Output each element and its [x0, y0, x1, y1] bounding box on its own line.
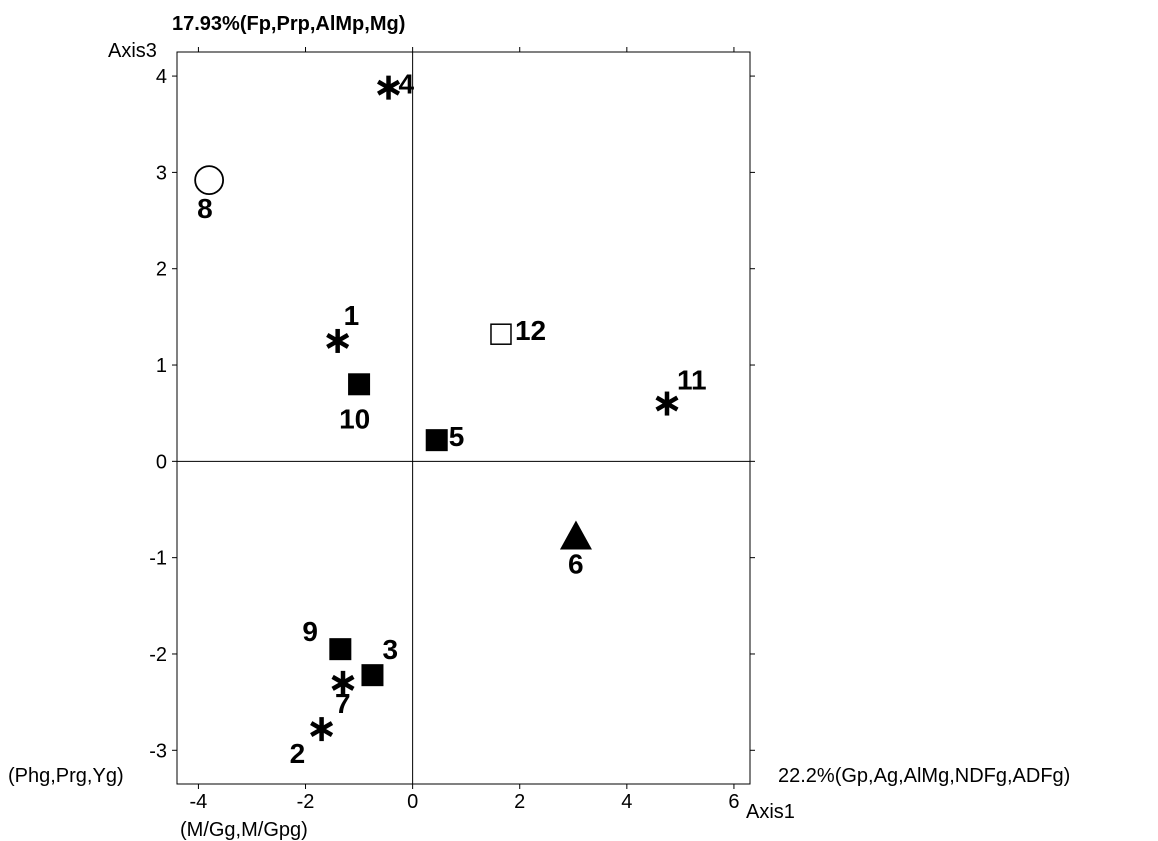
y-tick-label: -3	[149, 740, 167, 762]
points-layer	[194, 75, 679, 742]
x-tick-label: 0	[407, 791, 418, 813]
y-tick-label: 1	[156, 355, 167, 377]
x-tick-label: -2	[297, 791, 315, 813]
open-square-marker	[490, 323, 512, 345]
axes-layer	[177, 52, 750, 784]
y-tick-label: 2	[156, 259, 167, 281]
point-label: 8	[197, 193, 213, 224]
chart-title: 17.93%(Fp,Prp,AlMp,Mg)	[172, 13, 405, 35]
y-axis-negative-label: (M/Gg,M/Gpg)	[180, 819, 308, 841]
y-tick-label: 4	[156, 66, 167, 88]
x-axis-label: Axis1	[746, 801, 795, 823]
plot-frame	[176, 51, 751, 785]
open-circle-marker	[194, 165, 225, 196]
y-tick-label: 3	[156, 162, 167, 184]
asterisk-marker	[326, 328, 350, 353]
x-tick-label: -4	[190, 791, 208, 813]
x-tick-label: 2	[514, 791, 525, 813]
x-tick-label: 6	[728, 791, 739, 813]
filled-square-marker	[361, 664, 384, 687]
asterisk-stroke	[331, 674, 355, 691]
asterisk-stroke	[377, 79, 401, 96]
filled-square-marker	[425, 429, 448, 452]
asterisk-marker	[310, 717, 334, 742]
x-axis-positive-label: 22.2%(Gp,Ag,AlMg,NDFg,ADFg)	[778, 765, 1070, 787]
asterisk-stroke	[326, 332, 350, 349]
point-label: 6	[568, 549, 584, 580]
y-tick-label: 0	[156, 451, 167, 473]
point-label: 1	[344, 300, 360, 331]
point-label: 4	[399, 69, 415, 100]
asterisk-stroke	[310, 721, 334, 738]
filled-square-marker	[329, 638, 352, 661]
x-tick-label: 4	[621, 791, 632, 813]
point-label: 11	[677, 365, 707, 396]
point-label: 5	[449, 421, 465, 452]
point-label: 3	[382, 634, 398, 665]
asterisk-marker	[655, 391, 679, 416]
point-label: 10	[339, 403, 370, 434]
point-label: 2	[290, 738, 306, 769]
x-axis-negative-label: (Phg,Prg,Yg)	[8, 765, 124, 787]
y-tick-label: -1	[149, 548, 167, 570]
point-label: 12	[515, 315, 546, 346]
y-axis-label: Axis3	[108, 40, 157, 62]
asterisk-marker	[377, 75, 401, 100]
filled-triangle-marker	[559, 520, 592, 550]
asterisk-stroke	[655, 395, 679, 412]
filled-square-marker	[348, 373, 371, 396]
asterisk-marker	[331, 670, 355, 695]
point-label: 9	[302, 616, 318, 647]
point-label: 7	[335, 688, 351, 719]
y-tick-label: -2	[149, 644, 167, 666]
